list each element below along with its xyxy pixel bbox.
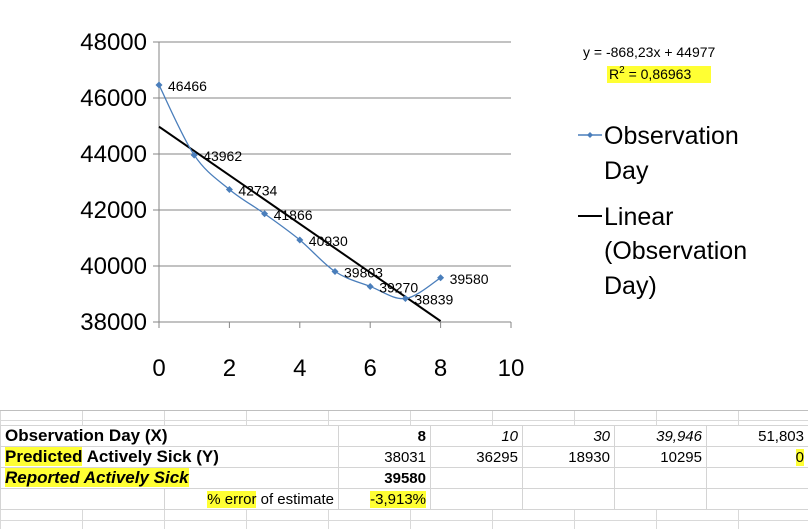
cell-empty[interactable] bbox=[614, 488, 707, 510]
cell-label-predicted[interactable]: Predicted Actively Sick (Y) bbox=[0, 446, 339, 468]
reported-highlight: Reported Actively Sick bbox=[5, 468, 189, 487]
pred-zero-highlight: 0 bbox=[795, 448, 804, 466]
cell-label-reported[interactable]: Reported Actively Sick bbox=[0, 467, 339, 489]
cell-x-30[interactable]: 30 bbox=[522, 425, 615, 447]
cell-error-value[interactable]: -3,913% bbox=[338, 488, 431, 510]
data-point bbox=[225, 185, 233, 193]
legend-series2-line3: Day) bbox=[604, 272, 657, 300]
legend-series2-line2: (Observation bbox=[604, 237, 747, 265]
equation-text: y = -868,23x + 44977 bbox=[583, 44, 716, 60]
table-row-error: % error of estimate -3,913% bbox=[0, 488, 808, 510]
data-label: 39803 bbox=[344, 265, 383, 281]
data-table: Observation Day (X) 8 10 30 39,946 51,80… bbox=[0, 425, 808, 510]
data-point bbox=[296, 236, 304, 244]
predicted-label-rest: Actively Sick (Y) bbox=[82, 447, 219, 466]
data-point bbox=[261, 210, 269, 218]
cell-reported-39580[interactable]: 39580 bbox=[338, 467, 431, 489]
cell-empty[interactable] bbox=[522, 467, 615, 489]
error-label-rest: of estimate bbox=[256, 490, 334, 508]
y-tick-label: 46000 bbox=[80, 85, 147, 112]
data-labels: 46466 43962 42734 41866 40930 398033927038839… bbox=[168, 78, 489, 308]
y-tick-label: 48000 bbox=[80, 29, 147, 56]
data-label: 43962 bbox=[203, 148, 242, 164]
cell-empty[interactable] bbox=[430, 488, 523, 510]
table-row-reported: Reported Actively Sick 39580 bbox=[0, 467, 808, 489]
cell-pred-36295[interactable]: 36295 bbox=[430, 446, 523, 468]
cell-label-observation-day[interactable]: Observation Day (X) bbox=[0, 425, 339, 447]
data-label: 38839 bbox=[414, 292, 453, 308]
cell-empty[interactable] bbox=[522, 488, 615, 510]
trendline bbox=[158, 125, 442, 322]
data-label: 39580 bbox=[450, 271, 489, 287]
cell-empty[interactable] bbox=[706, 467, 808, 489]
cell-x-10[interactable]: 10 bbox=[430, 425, 523, 447]
x-tick-label: 10 bbox=[498, 355, 525, 382]
axes bbox=[153, 41, 512, 328]
error-highlight: % error bbox=[207, 490, 257, 508]
y-tick-label: 42000 bbox=[80, 197, 147, 224]
data-point bbox=[331, 268, 339, 276]
series-group bbox=[155, 81, 445, 303]
data-point bbox=[190, 151, 198, 159]
trendline-group bbox=[158, 125, 442, 322]
x-tick-label: 2 bbox=[223, 355, 236, 382]
error-value-highlight: -3,913% bbox=[370, 490, 426, 508]
y-tick-label: 40000 bbox=[80, 253, 147, 280]
cell-x-8[interactable]: 8 bbox=[338, 425, 431, 447]
data-point bbox=[401, 295, 409, 303]
data-point bbox=[366, 282, 374, 290]
x-tick-label: 6 bbox=[364, 355, 377, 382]
y-tick-label: 38000 bbox=[80, 309, 147, 336]
cell-empty[interactable] bbox=[614, 467, 707, 489]
trend-equation: y = -868,23x + 44977 R2 = 0,86963 bbox=[583, 44, 716, 83]
cell-label-error[interactable]: % error of estimate bbox=[164, 488, 339, 510]
cell-x-39946[interactable]: 39,946 bbox=[614, 425, 707, 447]
cell-empty[interactable] bbox=[0, 488, 165, 510]
data-label: 42734 bbox=[238, 182, 277, 198]
cell-x-51803[interactable]: 51,803 bbox=[706, 425, 808, 447]
r-squared-highlight bbox=[607, 66, 711, 83]
table-row-observation-day: Observation Day (X) 8 10 30 39,946 51,80… bbox=[0, 425, 808, 447]
x-tick-label: 4 bbox=[293, 355, 306, 382]
data-point bbox=[155, 81, 163, 89]
y-tick-label: 44000 bbox=[80, 141, 147, 168]
legend-series2-line1: Linear bbox=[604, 203, 674, 231]
cell-empty[interactable] bbox=[706, 488, 808, 510]
chart-area[interactable]: 48000 46000 44000 42000 40000 38000 0 2 4 6 8 10 46… bbox=[0, 0, 808, 411]
cell-pred-10295[interactable]: 10295 bbox=[614, 446, 707, 468]
legend-series1-line1: Observation bbox=[604, 122, 739, 150]
data-label: 40930 bbox=[309, 233, 348, 249]
legend-series1-marker bbox=[587, 132, 593, 138]
legend: Observation Day Linear (Observation Day) bbox=[578, 122, 747, 300]
series-line-observation-day bbox=[158, 84, 441, 300]
cell-pred-18930[interactable]: 18930 bbox=[522, 446, 615, 468]
cell-empty[interactable] bbox=[430, 467, 523, 489]
data-label: 46466 bbox=[168, 78, 207, 94]
cell-pred-0[interactable]: 0 bbox=[706, 446, 808, 468]
table-row-predicted: Predicted Actively Sick (Y) 38031 36295 … bbox=[0, 446, 808, 468]
data-label: 41866 bbox=[274, 207, 313, 223]
legend-series1-line2: Day bbox=[604, 157, 649, 185]
predicted-highlight: Predicted bbox=[5, 447, 83, 466]
x-tick-label: 8 bbox=[434, 355, 447, 382]
data-point bbox=[437, 274, 445, 282]
data-label: 39270 bbox=[379, 279, 418, 295]
r-squared-text: R2 = 0,86963 bbox=[609, 65, 691, 82]
cell-pred-38031[interactable]: 38031 bbox=[338, 446, 431, 468]
x-tick-label: 0 bbox=[152, 355, 165, 382]
